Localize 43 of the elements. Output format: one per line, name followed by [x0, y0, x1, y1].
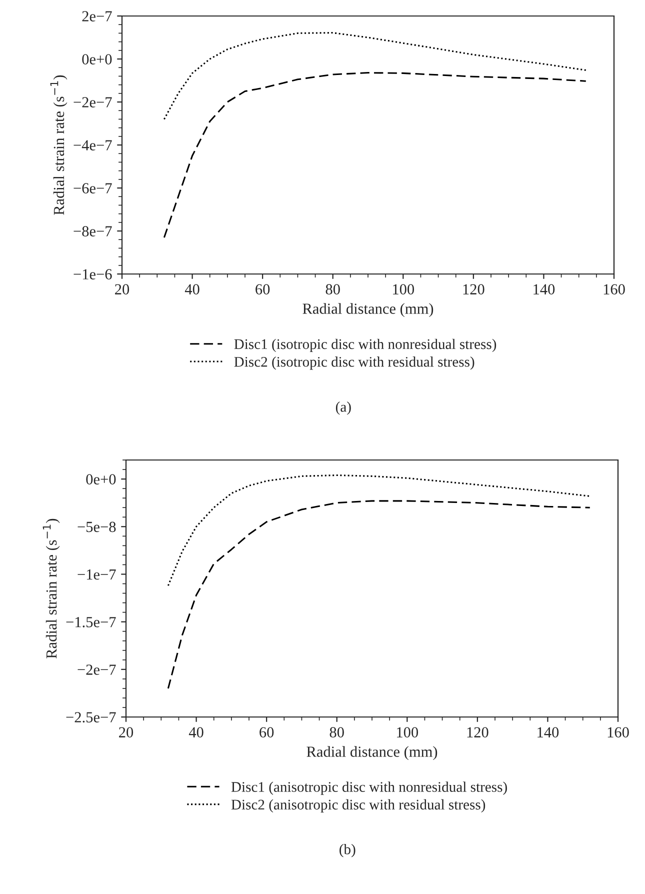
x-tick-label: 100: [397, 727, 418, 738]
x-tick-label: 40: [184, 284, 200, 294]
line-series: [167, 474, 591, 586]
x-tick-label: 140: [534, 284, 555, 294]
x-tick-label: 160: [604, 284, 625, 294]
y-tick-label: −1e−7: [78, 569, 116, 580]
y-axis-title: Radial strain rate (s$^{−1}$): [42, 518, 60, 658]
x-tick-label: 100: [393, 284, 414, 294]
x-axis-title: Radial distance (mm): [302, 303, 434, 317]
x-tick-label: 160: [608, 727, 629, 738]
y-tick-label: 0e+0: [86, 474, 116, 484]
x-tick-label: 20: [115, 284, 130, 294]
x-tick-label: 140: [538, 727, 559, 738]
y-tick-label: −5e−8: [78, 522, 116, 532]
y-axis-title: Radial strain rate (s$^{−1}$): [50, 75, 68, 215]
text: (b): [340, 844, 356, 858]
y-tick-label: 2e−7: [82, 11, 112, 22]
y-tick-label: −1e−6: [74, 269, 112, 280]
legend-label: Disc2 (anisotropic disc with residual stress): [231, 799, 486, 813]
y-tick-label: −6e−7: [74, 183, 112, 194]
x-tick-label: 120: [463, 284, 484, 294]
x-tick-label: 20: [119, 727, 134, 738]
line-series: [167, 500, 591, 690]
y-tick-label: −2e−7: [78, 664, 116, 675]
legend-label: Disc1 (isotropic disc with nonresidual stress): [234, 338, 496, 352]
x-tick-label: 80: [330, 727, 344, 738]
legend-label: Disc2 (isotropic disc with residual stress): [234, 356, 474, 370]
y-tick-label: −4e−7: [74, 140, 112, 150]
x-axis-title: Radial distance (mm): [306, 746, 438, 760]
line-series: [163, 72, 587, 238]
legend-label: Disc1 (anisotropic disc with nonresidual stress): [231, 782, 507, 795]
x-tick-label: 40: [188, 727, 204, 738]
x-tick-label: 80: [326, 284, 340, 294]
text: (a): [336, 402, 351, 415]
x-tick-label: 120: [467, 727, 488, 738]
y-tick-label: 0e+0: [82, 54, 112, 64]
x-tick-label: 60: [256, 284, 270, 294]
y-tick-label: −1.5e−7: [66, 617, 116, 628]
line-series: [163, 32, 587, 120]
y-tick-label: −2.5e−7: [66, 712, 116, 723]
y-tick-label: −2e−7: [74, 97, 112, 108]
x-tick-label: 60: [260, 727, 274, 738]
y-tick-label: −8e−7: [74, 226, 112, 236]
